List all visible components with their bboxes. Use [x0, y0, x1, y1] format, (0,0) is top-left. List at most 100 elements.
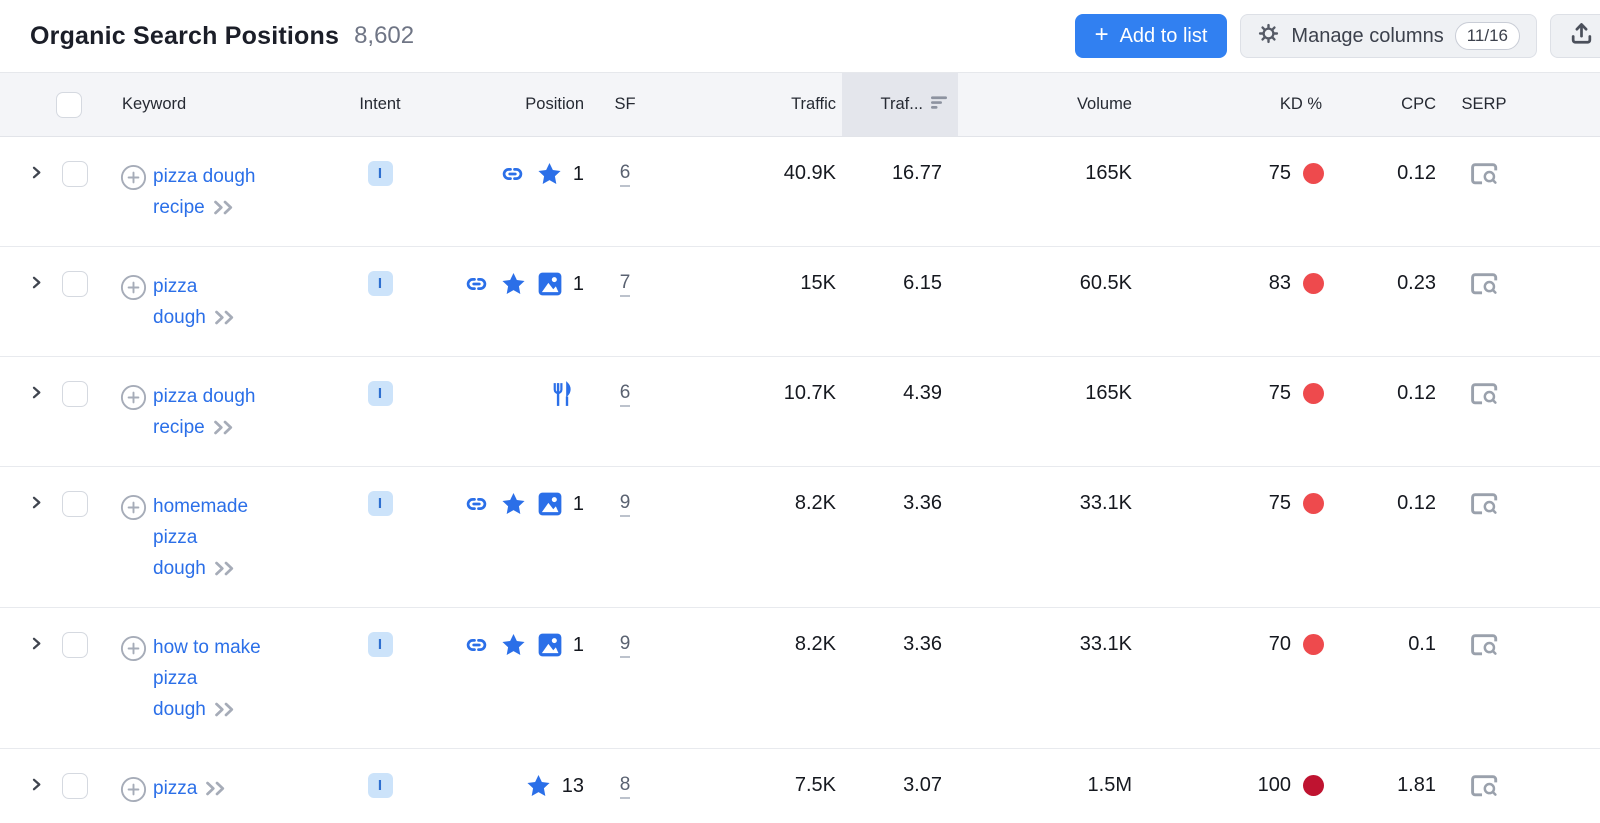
cpc-value: 0.12	[1397, 382, 1436, 404]
add-keyword-icon[interactable]	[120, 776, 147, 808]
row-checkbox[interactable]	[62, 773, 88, 799]
add-keyword-icon[interactable]	[120, 635, 147, 667]
row-checkbox[interactable]	[62, 161, 88, 187]
row-checkbox[interactable]	[62, 491, 88, 517]
chevron-right-icon[interactable]	[29, 496, 44, 514]
sf-value[interactable]: 6	[619, 162, 631, 187]
row-checkbox[interactable]	[62, 632, 88, 658]
select-all-checkbox[interactable]	[56, 91, 82, 118]
column-header-intent[interactable]: Intent	[359, 95, 401, 113]
column-header-cpc[interactable]: CPC	[1401, 95, 1436, 113]
traffic-pct-value: 16.77	[891, 162, 942, 184]
chevron-right-icon[interactable]	[29, 166, 44, 184]
checkbox-cell	[56, 608, 106, 748]
column-header-serp[interactable]: SERP	[1461, 95, 1507, 113]
column-header-position[interactable]: Position	[525, 95, 584, 113]
position-value: 1	[572, 634, 584, 656]
intent-badge[interactable]: I	[367, 632, 393, 657]
serp-preview-icon[interactable]	[1470, 272, 1498, 356]
serp-preview-icon[interactable]	[1470, 162, 1498, 246]
row-checkbox[interactable]	[62, 381, 88, 407]
sf-value[interactable]: 7	[619, 272, 631, 297]
table-row: pizza dough recipe I 1 6 40.9K 16.77 165…	[0, 137, 1600, 247]
column-header-volume[interactable]: Volume	[1076, 95, 1132, 113]
keyword-link[interactable]: how to make pizza dough	[153, 632, 261, 728]
add-to-list-button[interactable]: + Add to list	[1074, 14, 1228, 58]
sf-value[interactable]: 9	[619, 633, 631, 658]
double-chevron-icon[interactable]	[203, 781, 230, 802]
traffic-value: 7.5K	[794, 774, 836, 796]
checkbox-cell	[56, 247, 106, 356]
keyword-link[interactable]: pizza dough	[153, 271, 239, 336]
image-icon	[537, 632, 563, 658]
results-count: 8,602	[354, 22, 415, 49]
star-icon	[500, 491, 527, 517]
serp-feature-icons	[463, 271, 563, 297]
cpc-value: 0.1	[1408, 633, 1436, 655]
star-icon	[525, 773, 552, 799]
image-icon	[537, 491, 563, 517]
serp-feature-icons	[463, 491, 563, 517]
manage-columns-button[interactable]: Manage columns 11/16	[1240, 14, 1537, 58]
volume-value: 60.5K	[1079, 272, 1132, 294]
position-value: 13	[561, 775, 584, 797]
serp-cell	[1442, 137, 1526, 246]
traffic-pct-value: 4.39	[903, 382, 942, 404]
keyword-link[interactable]: pizza dough recipe	[153, 381, 255, 446]
intent-badge[interactable]: I	[367, 773, 393, 798]
manage-columns-label: Manage columns	[1291, 24, 1444, 47]
double-chevron-icon[interactable]	[212, 561, 239, 582]
traffic-pct-value: 3.36	[903, 492, 942, 514]
kd-difficulty-dot	[1303, 493, 1324, 514]
add-keyword-icon[interactable]	[120, 384, 147, 416]
sf-value[interactable]: 8	[619, 774, 631, 799]
chevron-right-icon[interactable]	[29, 637, 44, 655]
column-header-kd[interactable]: KD %	[1279, 95, 1322, 113]
add-keyword-icon[interactable]	[120, 274, 147, 306]
intent-badge[interactable]: I	[367, 381, 393, 406]
sf-value[interactable]: 9	[619, 492, 631, 517]
column-header-traffic[interactable]: Traffic	[791, 95, 836, 113]
serp-cell	[1442, 357, 1526, 466]
serp-preview-icon[interactable]	[1470, 382, 1498, 466]
row-checkbox[interactable]	[62, 271, 88, 297]
keyword-link[interactable]: pizza	[153, 773, 230, 807]
keyword-link[interactable]: pizza dough recipe	[153, 161, 255, 226]
traffic-value: 40.9K	[783, 162, 836, 184]
kd-value: 70	[1268, 633, 1291, 655]
sf-cell: 8	[594, 749, 656, 823]
intent-badge[interactable]: I	[367, 161, 393, 186]
link-icon	[463, 492, 490, 516]
chevron-right-icon[interactable]	[29, 778, 44, 796]
double-chevron-icon[interactable]	[212, 702, 239, 723]
chevron-right-icon[interactable]	[29, 386, 44, 404]
chevron-right-icon[interactable]	[29, 276, 44, 294]
kd-value: 75	[1268, 492, 1291, 514]
serp-preview-icon[interactable]	[1470, 774, 1498, 823]
add-keyword-icon[interactable]	[120, 164, 147, 196]
serp-preview-icon[interactable]	[1470, 492, 1498, 607]
column-header-sf[interactable]: SF	[614, 95, 636, 113]
link-icon	[463, 633, 490, 657]
keyword-link[interactable]: homemade pizza dough	[153, 491, 248, 587]
expand-cell	[0, 467, 56, 607]
column-header-keyword[interactable]: Keyword	[122, 95, 187, 113]
traffic-value: 10.7K	[783, 382, 836, 404]
serp-preview-icon[interactable]	[1470, 633, 1498, 748]
add-keyword-icon[interactable]	[120, 494, 147, 526]
double-chevron-icon[interactable]	[212, 310, 239, 331]
serp-cell	[1442, 608, 1526, 748]
position-value: 1	[572, 163, 584, 185]
keyword-cell: pizza dough recipe	[106, 357, 324, 466]
kd-value: 83	[1268, 272, 1291, 294]
expand-cell	[0, 749, 56, 823]
column-header-traffic-pct[interactable]: Traf...	[842, 73, 958, 136]
double-chevron-icon[interactable]	[211, 420, 238, 441]
kd-difficulty-dot	[1303, 163, 1324, 184]
position-cell: 1	[436, 467, 594, 607]
intent-badge[interactable]: I	[367, 271, 393, 296]
export-button[interactable]	[1550, 14, 1600, 58]
double-chevron-icon[interactable]	[211, 200, 238, 221]
intent-badge[interactable]: I	[367, 491, 393, 516]
sf-value[interactable]: 6	[619, 382, 631, 407]
